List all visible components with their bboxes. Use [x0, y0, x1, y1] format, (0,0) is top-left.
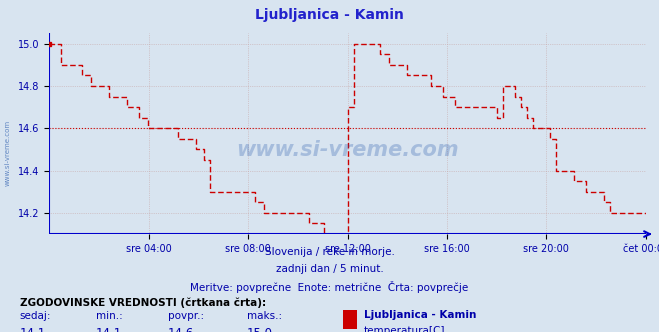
Text: ZGODOVINSKE VREDNOSTI (črtkana črta):: ZGODOVINSKE VREDNOSTI (črtkana črta):	[20, 297, 266, 308]
Text: Meritve: povprečne  Enote: metrične  Črta: povprečje: Meritve: povprečne Enote: metrične Črta:…	[190, 281, 469, 292]
Text: 14,1: 14,1	[20, 327, 46, 332]
Text: zadnji dan / 5 minut.: zadnji dan / 5 minut.	[275, 264, 384, 274]
Text: sedaj:: sedaj:	[20, 311, 51, 321]
Text: 14,6: 14,6	[168, 327, 194, 332]
Text: www.si-vreme.com: www.si-vreme.com	[5, 120, 11, 186]
Text: min.:: min.:	[96, 311, 123, 321]
Text: Slovenija / reke in morje.: Slovenija / reke in morje.	[264, 247, 395, 257]
Text: Ljubljanica - Kamin: Ljubljanica - Kamin	[255, 8, 404, 22]
Text: 14,1: 14,1	[96, 327, 122, 332]
Text: www.si-vreme.com: www.si-vreme.com	[237, 140, 459, 160]
Text: povpr.:: povpr.:	[168, 311, 204, 321]
Text: temperatura[C]: temperatura[C]	[364, 326, 445, 332]
Text: 15,0: 15,0	[247, 327, 273, 332]
Text: maks.:: maks.:	[247, 311, 282, 321]
Text: Ljubljanica - Kamin: Ljubljanica - Kamin	[364, 310, 476, 320]
